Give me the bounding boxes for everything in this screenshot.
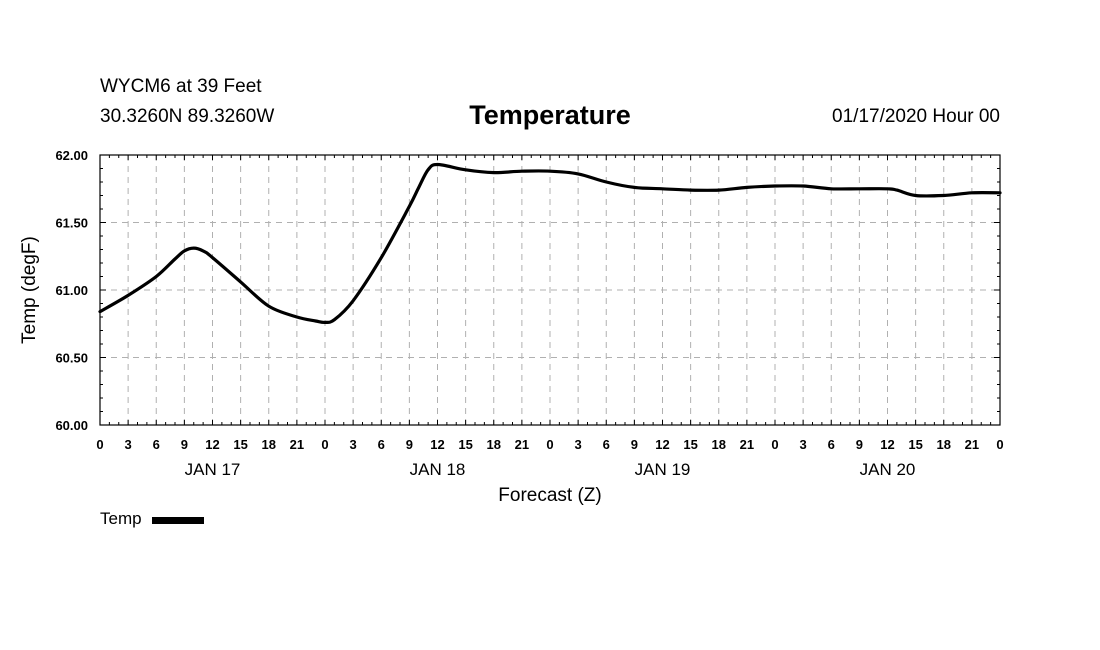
chart-title: Temperature — [469, 100, 631, 130]
x-tick-label: 12 — [655, 437, 669, 452]
x-tick-label: 0 — [996, 437, 1003, 452]
x-tick-label: 12 — [430, 437, 444, 452]
x-tick-label: 9 — [856, 437, 863, 452]
legend-line-swatch — [151, 516, 204, 524]
x-tick-label: 18 — [712, 437, 726, 452]
day-label: JAN 19 — [635, 460, 691, 479]
day-label: JAN 17 — [185, 460, 241, 479]
x-tick-label: 18 — [487, 437, 501, 452]
day-label: JAN 18 — [410, 460, 466, 479]
x-tick-label: 9 — [181, 437, 188, 452]
x-tick-label: 3 — [800, 437, 807, 452]
x-tick-label: 18 — [937, 437, 951, 452]
x-tick-label: 21 — [290, 437, 304, 452]
x-tick-label: 21 — [965, 437, 979, 452]
x-tick-label: 6 — [603, 437, 610, 452]
x-axis-label: Forecast (Z) — [498, 485, 601, 506]
x-tick-label: 0 — [771, 437, 778, 452]
x-tick-label: 0 — [546, 437, 553, 452]
tick-labels: 0 3 6 9 12 15 18 21 0 3 6 9 12 15 18 21 0 3 6 9 12 15 18 21 0 3 6 9… — [55, 148, 1003, 479]
y-tick-label: 60.50 — [55, 351, 88, 366]
x-tick-label: 21 — [515, 437, 529, 452]
x-tick-label: 15 — [683, 437, 697, 452]
x-tick-label: 12 — [880, 437, 894, 452]
x-tick-label: 15 — [908, 437, 922, 452]
y-tick-label: 62.00 — [55, 148, 88, 163]
latlon-label: 30.3260N 89.3260W — [100, 106, 275, 127]
legend-label: Temp — [100, 509, 142, 528]
x-tick-label: 18 — [262, 437, 276, 452]
plot-frame — [99, 154, 1001, 426]
x-tick-label: 0 — [321, 437, 328, 452]
x-tick-label: 3 — [350, 437, 357, 452]
grid-lines — [100, 155, 1000, 425]
x-tick-label: 6 — [153, 437, 160, 452]
x-tick-label: 12 — [205, 437, 219, 452]
x-tick-label: 3 — [125, 437, 132, 452]
x-tick-label: 21 — [740, 437, 754, 452]
x-tick-label: 6 — [378, 437, 385, 452]
y-tick-label: 60.00 — [55, 418, 88, 433]
x-tick-label: 15 — [233, 437, 247, 452]
x-tick-label: 9 — [406, 437, 413, 452]
x-tick-label: 9 — [631, 437, 638, 452]
legend: Temp — [100, 509, 204, 529]
forecast-datetime: 01/17/2020 Hour 00 — [832, 106, 1000, 127]
x-tick-label: 15 — [458, 437, 472, 452]
axes — [99, 154, 1001, 426]
x-tick-label: 0 — [96, 437, 103, 452]
y-axis-label: Temp (degF) — [19, 236, 40, 344]
series-line-temp — [98, 162, 1002, 325]
series-layer — [98, 162, 1002, 325]
day-label: JAN 20 — [860, 460, 916, 479]
x-tick-label: 6 — [828, 437, 835, 452]
station-label: WYCM6 at 39 Feet — [100, 76, 262, 97]
y-tick-label: 61.50 — [55, 216, 88, 231]
x-tick-label: 3 — [575, 437, 582, 452]
y-tick-label: 61.00 — [55, 283, 88, 298]
